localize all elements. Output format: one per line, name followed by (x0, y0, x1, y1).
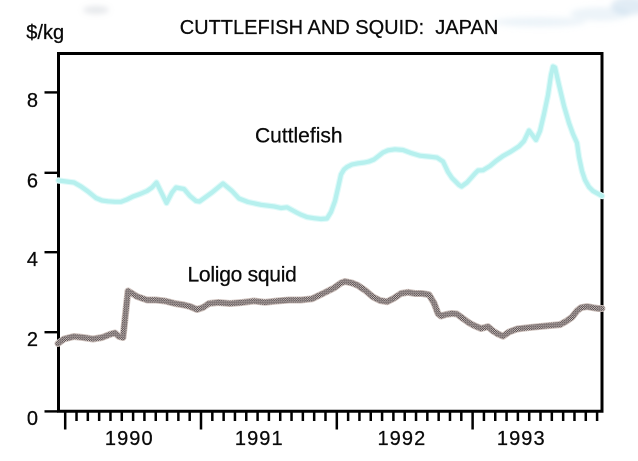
svg-text:$/kg: $/kg (26, 22, 64, 44)
svg-text:0: 0 (27, 408, 38, 430)
svg-text:1990: 1990 (105, 428, 154, 450)
svg-text:CUTTLEFISH AND SQUID: JAPAN: CUTTLEFISH AND SQUID: JAPAN (180, 17, 499, 39)
svg-text:Cuttlefish: Cuttlefish (255, 125, 343, 148)
svg-text:6: 6 (27, 171, 38, 193)
svg-text:1992: 1992 (377, 428, 426, 450)
svg-text:4: 4 (27, 249, 38, 271)
svg-text:Loligo squid: Loligo squid (188, 264, 297, 287)
svg-text:1991: 1991 (235, 428, 284, 450)
svg-text:8: 8 (27, 90, 38, 112)
svg-text:1993: 1993 (497, 428, 546, 450)
svg-text:2: 2 (27, 329, 38, 351)
